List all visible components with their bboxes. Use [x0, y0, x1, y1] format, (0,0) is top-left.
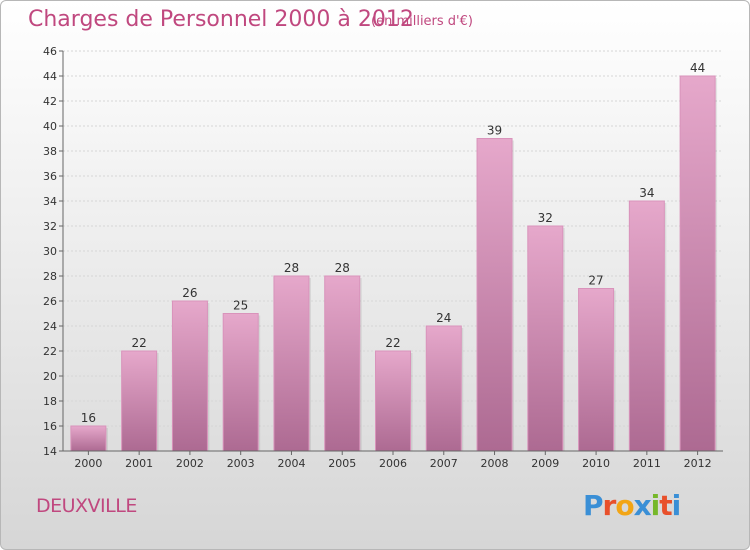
y-tick-label: 28 — [43, 270, 57, 283]
y-tick-label: 46 — [43, 45, 57, 58]
y-tick-label: 40 — [43, 120, 57, 133]
y-tick-label: 42 — [43, 95, 57, 108]
logo-letter: i — [671, 489, 682, 522]
logo-letter: P — [583, 489, 604, 522]
y-tick-label: 14 — [43, 445, 57, 458]
x-tick-label: 2000 — [74, 457, 102, 470]
data-label: 27 — [588, 274, 603, 288]
y-tick-label: 24 — [43, 320, 57, 333]
x-tick-label: 2012 — [684, 457, 712, 470]
bar — [171, 300, 208, 452]
commune-name: DEUXVILLE — [36, 495, 137, 517]
data-label: 44 — [690, 61, 705, 75]
bar — [679, 75, 716, 452]
data-label: 32 — [538, 211, 553, 225]
x-tick-label: 2011 — [633, 457, 661, 470]
logo-letter: t — [659, 489, 672, 522]
bar — [324, 275, 361, 452]
y-tick-label: 18 — [43, 395, 57, 408]
x-tick-label: 2003 — [227, 457, 255, 470]
logo-letter: r — [602, 489, 617, 522]
x-tick-label: 2006 — [379, 457, 407, 470]
y-tick-label: 22 — [43, 345, 57, 358]
chart-title: Charges de Personnel 2000 à 2012 — [28, 7, 414, 32]
y-tick-label: 32 — [43, 220, 57, 233]
bar — [273, 275, 310, 452]
data-label: 22 — [385, 336, 400, 350]
bar — [375, 350, 411, 452]
y-tick-label: 30 — [43, 245, 57, 258]
bar — [121, 350, 158, 452]
data-label: 24 — [436, 311, 451, 325]
bar — [578, 288, 615, 452]
bar — [425, 325, 462, 452]
data-label: 25 — [233, 299, 248, 313]
x-tick-label: 2009 — [531, 457, 559, 470]
y-tick-label: 44 — [43, 70, 57, 83]
x-tick-label: 2005 — [328, 457, 356, 470]
bar — [527, 225, 564, 452]
data-label: 22 — [132, 336, 147, 350]
proxiti-logo: Proxiti — [583, 489, 682, 522]
data-label: 28 — [335, 261, 350, 275]
logo-letter: i — [650, 489, 661, 522]
y-tick-label: 16 — [43, 420, 57, 433]
x-tick-label: 2001 — [125, 457, 153, 470]
data-label: 26 — [182, 286, 197, 300]
y-tick-label: 26 — [43, 295, 57, 308]
x-tick-label: 2008 — [481, 457, 509, 470]
y-tick-label: 36 — [43, 170, 57, 183]
data-label: 34 — [639, 186, 654, 200]
data-label: 28 — [284, 261, 299, 275]
x-tick-label: 2007 — [430, 457, 458, 470]
y-tick-label: 38 — [43, 145, 57, 158]
y-tick-label: 20 — [43, 370, 57, 383]
chart-unit: (en milliers d'€) — [371, 14, 473, 29]
x-tick-label: 2010 — [582, 457, 610, 470]
data-label: 39 — [487, 124, 502, 138]
bar — [70, 425, 107, 452]
data-label: 16 — [81, 411, 96, 425]
bar — [628, 200, 665, 452]
x-tick-label: 2004 — [277, 457, 305, 470]
bar — [476, 138, 513, 452]
bar — [222, 313, 259, 452]
x-tick-label: 2002 — [176, 457, 204, 470]
y-tick-label: 34 — [43, 195, 57, 208]
logo-letter: x — [633, 489, 652, 522]
logo-letter: o — [615, 489, 634, 522]
